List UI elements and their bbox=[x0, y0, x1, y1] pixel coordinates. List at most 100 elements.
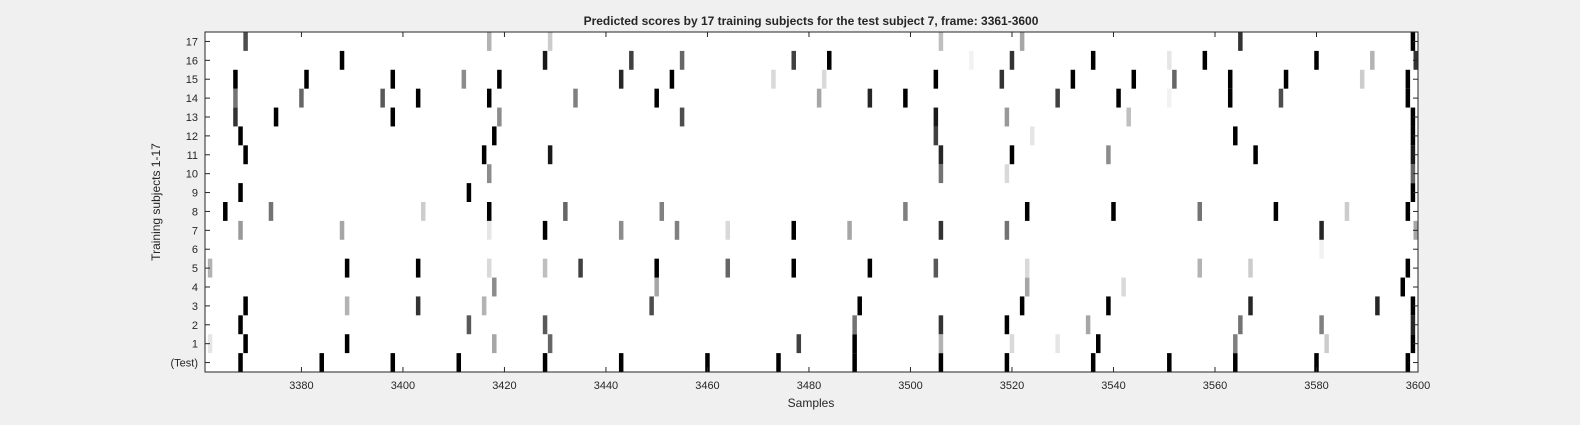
x-axis-label: Samples bbox=[788, 396, 835, 410]
score-cell bbox=[1314, 353, 1319, 372]
score-cell bbox=[573, 88, 578, 108]
score-cell bbox=[238, 183, 243, 202]
score-cell bbox=[1253, 145, 1258, 165]
y-tick-label: 13 bbox=[186, 112, 198, 124]
score-cell bbox=[492, 126, 497, 146]
score-cell bbox=[547, 334, 553, 354]
score-cell bbox=[1410, 315, 1416, 335]
score-cell bbox=[492, 277, 497, 297]
x-tick-label: 3400 bbox=[391, 380, 415, 392]
x-tick-label: 3600 bbox=[1406, 380, 1430, 392]
score-cell bbox=[1004, 353, 1010, 372]
score-cell bbox=[1405, 202, 1411, 221]
score-cell bbox=[299, 88, 304, 108]
score-cell bbox=[1227, 69, 1233, 89]
score-cell bbox=[1126, 107, 1131, 127]
x-tick-label: 3460 bbox=[695, 380, 719, 392]
score-cell bbox=[1233, 334, 1238, 354]
score-cell bbox=[903, 88, 908, 108]
score-cell bbox=[1405, 353, 1411, 372]
score-cell bbox=[1314, 50, 1319, 70]
score-cell bbox=[1019, 32, 1025, 51]
score-cell bbox=[563, 202, 568, 221]
score-cell bbox=[542, 353, 548, 372]
score-cell bbox=[821, 69, 827, 89]
score-cell bbox=[207, 258, 213, 278]
x-tick-label: 3480 bbox=[797, 380, 821, 392]
score-cell bbox=[999, 69, 1005, 89]
score-cell bbox=[390, 353, 396, 372]
score-cell bbox=[1319, 239, 1324, 259]
score-cell bbox=[1233, 126, 1238, 146]
score-cell bbox=[1004, 315, 1010, 335]
score-cell bbox=[933, 126, 939, 146]
score-cell bbox=[547, 145, 553, 165]
score-cell bbox=[903, 202, 908, 221]
y-tick-label: 9 bbox=[192, 188, 198, 200]
score-cell bbox=[674, 220, 680, 240]
score-cell bbox=[938, 32, 944, 51]
score-cell bbox=[1410, 107, 1416, 127]
score-cell bbox=[1410, 334, 1416, 354]
y-tick-label: (Test) bbox=[171, 358, 199, 370]
score-cell bbox=[852, 334, 857, 354]
y-tick-label: 10 bbox=[186, 169, 198, 181]
score-cell bbox=[1375, 296, 1380, 316]
score-cell bbox=[486, 164, 492, 184]
score-cell bbox=[1319, 220, 1324, 240]
score-cell bbox=[654, 88, 659, 108]
score-cell bbox=[481, 145, 487, 165]
score-cell bbox=[791, 258, 796, 278]
score-cell bbox=[319, 353, 324, 372]
x-axis: 3380 3400 3420 3440 3460 3480 3500 3520 3540 3560… bbox=[289, 32, 1430, 392]
score-cell bbox=[1227, 88, 1233, 108]
score-cell bbox=[243, 32, 248, 51]
score-cell bbox=[852, 315, 857, 335]
marks-layer bbox=[207, 32, 1418, 372]
x-tick-label: 3440 bbox=[594, 380, 618, 392]
score-cell bbox=[1248, 296, 1253, 316]
score-cell bbox=[268, 202, 274, 221]
score-cell bbox=[273, 107, 279, 127]
score-cell bbox=[1019, 296, 1025, 316]
score-cell bbox=[542, 315, 548, 335]
score-cell bbox=[344, 258, 350, 278]
score-cell bbox=[1405, 69, 1411, 89]
score-cell bbox=[816, 88, 822, 108]
score-cell bbox=[827, 50, 832, 70]
score-cell bbox=[1009, 145, 1015, 165]
score-cell bbox=[1121, 277, 1126, 297]
x-tick-label: 3500 bbox=[898, 380, 922, 392]
score-cell bbox=[339, 220, 345, 240]
score-cell bbox=[938, 315, 944, 335]
score-cell bbox=[1359, 69, 1365, 89]
x-tick-label: 3540 bbox=[1101, 380, 1125, 392]
score-cell bbox=[233, 69, 238, 89]
score-cell bbox=[1324, 334, 1329, 354]
score-cell bbox=[223, 202, 228, 221]
plot-area bbox=[205, 32, 1418, 372]
score-cell bbox=[1004, 107, 1010, 127]
score-cell bbox=[867, 88, 873, 108]
score-cell bbox=[466, 315, 472, 335]
score-cell bbox=[1055, 88, 1060, 108]
score-cell bbox=[1055, 334, 1060, 354]
score-cell bbox=[456, 353, 462, 372]
score-cell bbox=[659, 202, 665, 221]
score-cell bbox=[1167, 353, 1172, 372]
score-cell bbox=[771, 69, 776, 89]
score-cell bbox=[1024, 258, 1030, 278]
x-tick-label: 3560 bbox=[1203, 380, 1227, 392]
score-cell bbox=[1167, 88, 1172, 108]
x-tick-label: 3580 bbox=[1304, 380, 1328, 392]
score-cell bbox=[243, 296, 248, 316]
x-tick-label: 3520 bbox=[1000, 380, 1024, 392]
score-cell bbox=[618, 69, 624, 89]
score-cell bbox=[466, 183, 472, 202]
score-cell bbox=[1167, 50, 1172, 70]
y-axis-label: Training subjects 1-17 bbox=[149, 143, 163, 261]
score-cell bbox=[725, 258, 731, 278]
